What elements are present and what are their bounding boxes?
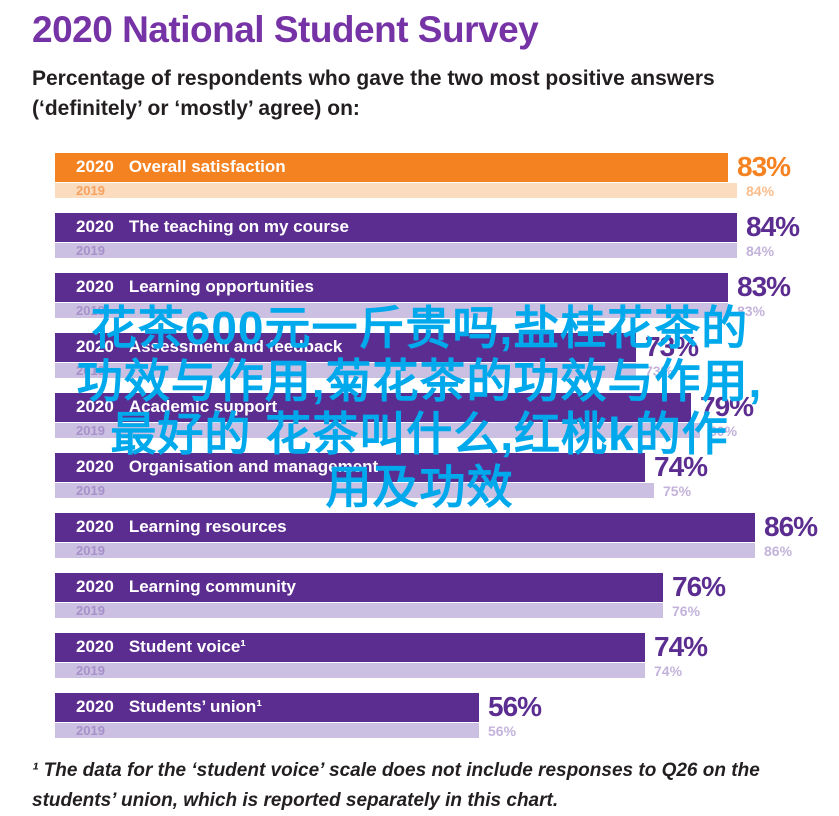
bar-2019: 2019 xyxy=(55,663,645,678)
bar-group: 2020 Student voice¹ 74% 2019 74% xyxy=(55,631,839,679)
bar-year-label-2019: 2019 xyxy=(76,423,105,438)
chart-subtitle: Percentage of respondents who gave the t… xyxy=(32,64,839,124)
bar-year-label-2020: 2020 xyxy=(76,577,114,596)
bar-year-label-2020: 2020 xyxy=(76,397,114,416)
bar-2020: 2020 Learning resources xyxy=(55,512,755,542)
bar-value-2020: 74% xyxy=(654,451,708,482)
bar-value-2020: 74% xyxy=(654,631,708,662)
bar-group: 2020 Assessment and feedback 73% 2019 73… xyxy=(55,331,839,379)
bar-2019: 2019 xyxy=(55,603,663,618)
footnote-line-2: students’ union, which is reported separ… xyxy=(32,790,559,811)
bar-year-label-2019: 2019 xyxy=(76,303,105,318)
bar-group: 2020 Academic support 79% 2019 80% xyxy=(55,391,839,439)
bar-year-label-2020: 2020 xyxy=(76,517,114,536)
bar-value-2019: 73% xyxy=(645,362,674,379)
bar-group: 2020 The teaching on my course 84% 2019 … xyxy=(55,211,839,259)
bar-category-label: Academic support xyxy=(128,397,278,416)
bar-group: 2020 Overall satisfaction 83% 2019 84% xyxy=(55,151,839,199)
bar-category-label: The teaching on my course xyxy=(128,217,349,236)
bar-2020: 2020 Academic support xyxy=(55,392,691,422)
bar-value-2020: 83% xyxy=(737,151,791,182)
bar-2020: 2020 Learning opportunities xyxy=(55,272,728,302)
bar-value-2019: 80% xyxy=(709,422,738,439)
bar-year-label-2020: 2020 xyxy=(76,697,114,716)
bar-2019: 2019 xyxy=(55,483,654,498)
bar-value-2020: 56% xyxy=(488,691,542,722)
bar-year-label-2020: 2020 xyxy=(76,457,114,476)
bar-year-label-2020: 2020 xyxy=(76,277,114,296)
bar-year-label-2020: 2020 xyxy=(76,157,114,176)
bar-year-label-2019: 2019 xyxy=(76,483,105,498)
bar-value-2019: 83% xyxy=(737,302,766,319)
bar-year-label-2019: 2019 xyxy=(76,543,105,558)
bar-year-label-2019: 2019 xyxy=(76,723,105,738)
bar-2020: 2020 Student voice¹ xyxy=(55,632,645,662)
bar-2020: 2020 Students’ union¹ xyxy=(55,692,479,722)
bar-chart: 2020 Overall satisfaction 83% 2019 84% 2… xyxy=(55,151,839,739)
bar-value-2019: 84% xyxy=(746,242,775,259)
bar-2020: 2020 The teaching on my course xyxy=(55,212,737,242)
bar-2019: 2019 xyxy=(55,423,700,438)
footnote-line-1: ¹ The data for the ‘student voice’ scale… xyxy=(32,760,760,781)
bar-year-label-2019: 2019 xyxy=(76,603,105,618)
bar-2019: 2019 xyxy=(55,243,737,258)
bar-value-2019: 75% xyxy=(663,482,692,499)
bar-2020: 2020 Organisation and management xyxy=(55,452,645,482)
bar-2020: 2020 Assessment and feedback xyxy=(55,332,636,362)
bar-year-label-2019: 2019 xyxy=(76,183,105,198)
bar-2019: 2019 xyxy=(55,183,737,198)
bar-group: 2020 Students’ union¹ 56% 2019 56% xyxy=(55,691,839,739)
infographic-page: 2020 National Student Survey Percentage … xyxy=(32,9,839,811)
bar-value-2019: 84% xyxy=(746,182,775,199)
bar-value-2019: 56% xyxy=(488,722,517,739)
bar-2019: 2019 xyxy=(55,543,755,558)
bar-value-2020: 73% xyxy=(645,331,699,362)
bar-category-label: Students’ union¹ xyxy=(128,697,262,716)
bar-category-label: Learning opportunities xyxy=(128,277,314,296)
bar-value-2020: 84% xyxy=(746,211,800,242)
bar-category-label: Learning resources xyxy=(128,517,287,536)
bar-year-label-2019: 2019 xyxy=(76,663,105,678)
bar-group: 2020 Learning resources 86% 2019 86% xyxy=(55,511,839,559)
bar-2020: 2020 Learning community xyxy=(55,572,663,602)
bar-2019: 2019 xyxy=(55,723,479,738)
page-title: 2020 National Student Survey xyxy=(32,9,539,50)
bar-value-2020: 76% xyxy=(672,571,726,602)
bar-group: 2020 Organisation and management 74% 201… xyxy=(55,451,839,499)
bar-value-2019: 74% xyxy=(654,662,683,679)
bar-category-label: Assessment and feedback xyxy=(128,337,343,356)
bar-year-label-2019: 2019 xyxy=(76,243,105,258)
bar-2019: 2019 xyxy=(55,303,728,318)
bar-value-2019: 86% xyxy=(764,542,793,559)
bar-category-label: Student voice¹ xyxy=(128,637,246,656)
bar-category-label: Learning community xyxy=(128,577,297,596)
bar-group: 2020 Learning opportunities 83% 2019 83% xyxy=(55,271,839,319)
chart-footnote: ¹ The data for the ‘student voice’ scale… xyxy=(32,756,839,816)
bar-value-2020: 79% xyxy=(700,391,754,422)
subtitle-line-2: (‘definitely’ or ‘mostly’ agree) on: xyxy=(32,97,360,120)
bar-2019: 2019 xyxy=(55,363,636,378)
bar-value-2020: 86% xyxy=(764,511,818,542)
bar-category-label: Organisation and management xyxy=(128,457,379,476)
bar-value-2020: 83% xyxy=(737,271,791,302)
bar-category-label: Overall satisfaction xyxy=(128,157,286,176)
bar-2020: 2020 Overall satisfaction xyxy=(55,152,728,182)
bar-year-label-2019: 2019 xyxy=(76,363,105,378)
bar-value-2019: 76% xyxy=(672,602,701,619)
bar-year-label-2020: 2020 xyxy=(76,217,114,236)
subtitle-line-1: Percentage of respondents who gave the t… xyxy=(32,67,715,90)
bar-year-label-2020: 2020 xyxy=(76,637,114,656)
bar-group: 2020 Learning community 76% 2019 76% xyxy=(55,571,839,619)
bar-year-label-2020: 2020 xyxy=(76,337,114,356)
